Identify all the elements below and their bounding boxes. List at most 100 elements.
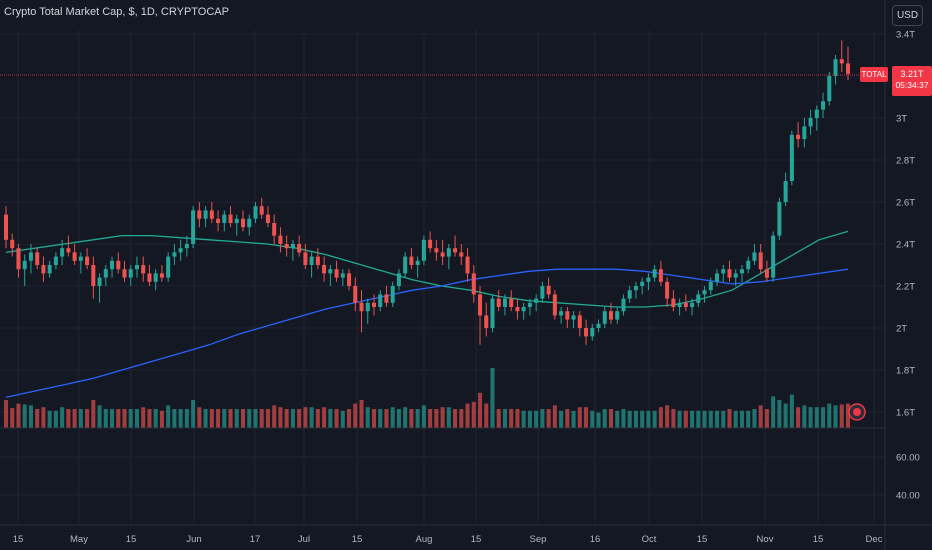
currency-button[interactable]: USD (892, 5, 923, 26)
volume-bar (833, 405, 838, 428)
events-badge-icon[interactable] (848, 403, 866, 421)
volume-bar (633, 410, 638, 428)
candle-body (552, 294, 557, 316)
candle-body (802, 126, 807, 139)
candle-body (559, 311, 564, 316)
volume-bar (845, 403, 851, 428)
volume-bar (347, 409, 352, 428)
candle-body (78, 256, 83, 261)
volume-bar (247, 409, 252, 428)
candle-body (97, 277, 102, 286)
candle-body (827, 76, 832, 102)
candle-body (733, 273, 738, 278)
volume-bar (259, 409, 264, 428)
candle-body (60, 248, 65, 257)
volume-bar (671, 409, 676, 428)
candle-body (209, 210, 214, 219)
candle-body (453, 248, 458, 253)
volume-bar (627, 410, 632, 428)
candle-body (502, 298, 507, 307)
candle-body (415, 260, 420, 265)
volume-bar (103, 409, 108, 428)
volume-bar (359, 400, 364, 428)
candle-body (484, 315, 489, 328)
volume-bar (191, 400, 196, 428)
volume-bar (808, 407, 813, 428)
candle-body (365, 302, 370, 312)
candle-body (527, 302, 532, 307)
x-tick-label: 17 (250, 534, 261, 545)
candle-body (340, 273, 345, 278)
candle-body (777, 202, 782, 236)
candle-body (197, 210, 202, 219)
volume-bar (459, 409, 464, 428)
y-tick-label: 2.2T (896, 282, 915, 293)
volume-bar (3, 400, 9, 428)
volume-bar (284, 409, 289, 428)
candle-body (409, 256, 414, 265)
y-tick-label: 1.6T (896, 408, 915, 419)
candle-body (845, 63, 851, 74)
candle-body (459, 252, 464, 257)
volume-bar (677, 410, 682, 428)
candle-body (446, 248, 451, 257)
candle-body (683, 302, 688, 307)
candle-body (10, 239, 15, 249)
candle-body (35, 252, 40, 265)
y-tick-label: 2T (896, 324, 907, 335)
lower-y-tick-label: 60.00 (896, 453, 920, 464)
candle-body (53, 256, 58, 265)
candle-body (627, 290, 632, 299)
candle-body (3, 214, 9, 240)
volume-bar (234, 409, 239, 428)
candle-body (808, 118, 813, 127)
volume-bar (290, 409, 295, 428)
candle-body (515, 307, 520, 312)
candle-body (134, 265, 139, 270)
volume-bar (708, 410, 713, 428)
candle-body (128, 269, 133, 278)
candle-body (384, 294, 389, 303)
x-tick-label: Dec (866, 534, 883, 545)
volume-bar (814, 407, 819, 428)
volume-bar (783, 403, 788, 428)
volume-bar (66, 409, 71, 428)
moving-average-green (5, 230, 849, 308)
volume-bar (640, 410, 645, 428)
volume-bar (515, 409, 520, 428)
volume-bar (172, 409, 177, 428)
candle-body (608, 311, 614, 320)
candle-body (122, 269, 127, 278)
candle-body (28, 252, 33, 261)
volume-bar (22, 404, 27, 428)
candle-body (696, 294, 701, 303)
candle-body (764, 269, 769, 278)
candle-body (153, 273, 158, 282)
x-tick-label: Oct (642, 534, 657, 545)
volume-bar (715, 410, 720, 428)
volume-bar (78, 409, 83, 428)
volume-bar (615, 410, 620, 428)
last-price-value: 3.21T (900, 69, 924, 79)
volume-bar (297, 409, 302, 428)
candle-body (584, 328, 589, 337)
last-price-box: 3.21T 05:34:37 (892, 66, 932, 96)
candle-body (359, 302, 364, 312)
candle-body (534, 298, 539, 303)
candle-body (708, 281, 713, 291)
candle-body (290, 244, 295, 249)
volume-bar (10, 408, 15, 428)
volume-bar (646, 410, 651, 428)
volume-bar (134, 409, 139, 428)
candle-body (309, 256, 314, 265)
volume-bar (322, 407, 327, 428)
y-tick-label: 2.4T (896, 240, 915, 251)
candle-body (159, 273, 164, 278)
candle-body (702, 290, 707, 295)
volume-bar (303, 407, 308, 428)
volume-bar (658, 407, 663, 428)
candle-body (471, 273, 476, 295)
candle-body (66, 248, 71, 253)
volume-bar (771, 396, 776, 428)
